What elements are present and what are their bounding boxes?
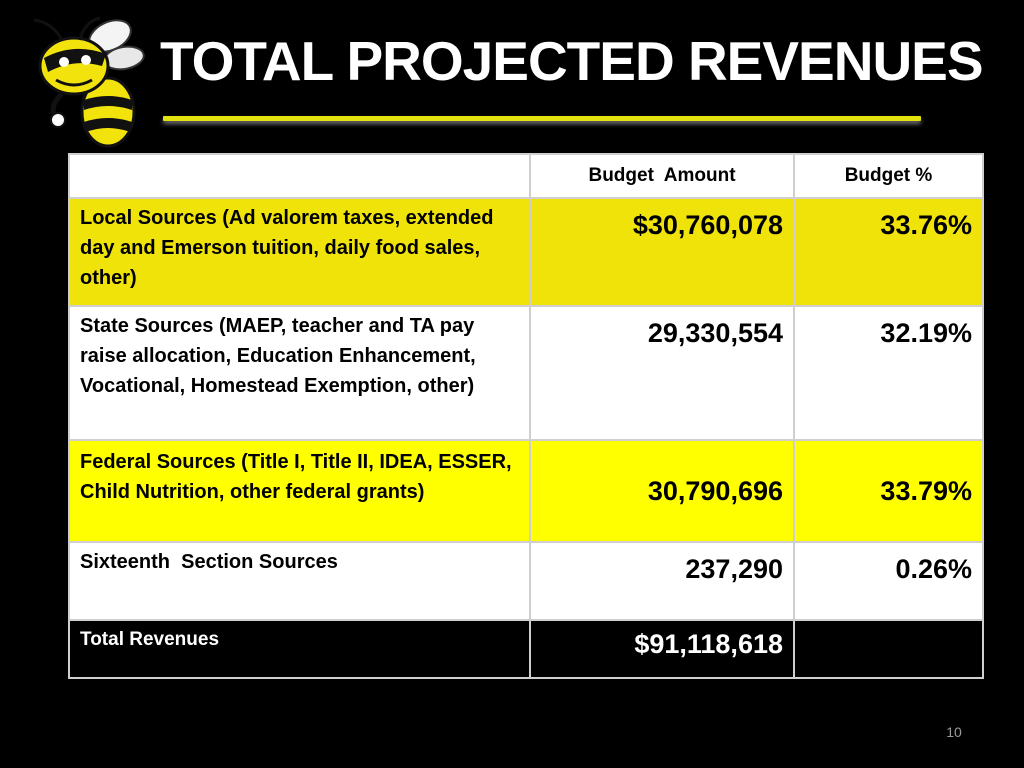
row-percent: 33.76% [793,197,984,307]
total-amount: $91,118,618 [529,619,795,679]
header-label [68,153,531,199]
row-label: Sixteenth Section Sources [68,541,531,621]
header-budget-amount: Budget Amount [529,153,795,199]
row-amount: 237,290 [529,541,795,621]
page-number: 10 [946,724,962,740]
slide-title: TOTAL PROJECTED REVENUES [160,30,984,92]
row-label: State Sources (MAEP, teacher and TA pay … [68,305,531,441]
row-amount: 30,790,696 [529,439,795,543]
yellow-jacket-mascot-icon [33,16,145,148]
total-row: Total Revenues $91,118,618 [68,619,984,679]
row-label: Federal Sources (Title I, Title II, IDEA… [68,439,531,543]
total-label: Total Revenues [68,619,531,679]
row-percent: 32.19% [793,305,984,441]
revenue-table: Budget Amount Budget % Local Sources (Ad… [68,153,984,679]
title-underline [163,116,921,121]
table-row: Local Sources (Ad valorem taxes, extende… [68,197,984,307]
table-row: State Sources (MAEP, teacher and TA pay … [68,305,984,441]
total-percent [793,619,984,679]
row-label: Local Sources (Ad valorem taxes, extende… [68,197,531,307]
table-header-row: Budget Amount Budget % [68,153,984,199]
row-amount: 29,330,554 [529,305,795,441]
table-row: Sixteenth Section Sources 237,290 0.26% [68,541,984,621]
header-budget-percent: Budget % [793,153,984,199]
row-amount: $30,760,078 [529,197,795,307]
table-row: Federal Sources (Title I, Title II, IDEA… [68,439,984,543]
row-percent: 33.79% [793,439,984,543]
row-percent: 0.26% [793,541,984,621]
